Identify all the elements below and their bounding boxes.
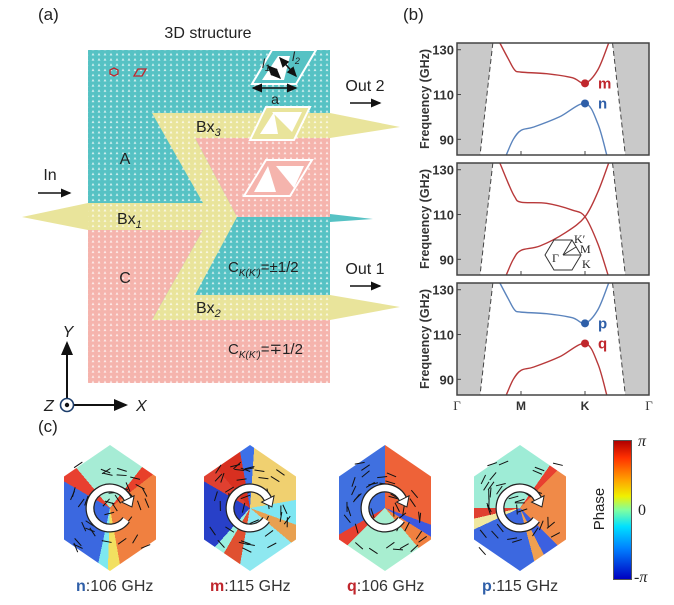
out2-label: Out 2 (345, 78, 384, 95)
region-c-label: C (119, 270, 131, 287)
input-label: In (43, 167, 56, 184)
axes-frame (456, 162, 650, 276)
mode-label-p: p (598, 315, 607, 332)
band-curve-1 (499, 282, 610, 325)
mode-caption-m: m:115 GHz (210, 578, 291, 595)
l1-label: l1 (262, 56, 270, 73)
band-curve-1 (499, 162, 609, 276)
light-line-left (479, 162, 494, 276)
light-cone-left (457, 283, 493, 395)
region-a-label: A (120, 151, 131, 168)
unit-cell-a: l1 l2 a (250, 49, 318, 107)
hexagon-marker-icon (109, 67, 119, 77)
y-tick-label: 90 (440, 132, 454, 147)
bz-m-label: M (580, 242, 591, 256)
light-line-right (612, 282, 626, 396)
y-axis-label: Frequency (GHz) (418, 289, 432, 389)
bx2-label: Bx2 (196, 300, 221, 320)
x-tick-label: Γ (645, 398, 653, 413)
y-tick-label: 90 (440, 252, 454, 267)
z-axis-label: Z (43, 398, 55, 415)
rhombus-marker-icon (132, 68, 148, 77)
spike-out1 (330, 295, 400, 320)
light-line-left (479, 282, 494, 396)
y-tick-label: 130 (432, 163, 454, 178)
y-tick-label: 90 (440, 372, 454, 387)
mode-label-q: q (598, 335, 607, 352)
mode-marker-n (581, 99, 589, 108)
colorbar-title: Phase (591, 488, 608, 531)
mode-label-n: n (598, 95, 607, 112)
x-axis-label: X (135, 398, 148, 415)
light-cone-left (457, 163, 493, 275)
coordinate-axes: Y X Z (43, 324, 148, 415)
x-tick-label: Γ (453, 398, 461, 413)
bz-k-label: K (582, 257, 591, 271)
y-tick-label: 110 (433, 208, 454, 223)
spike-out2 (330, 113, 400, 138)
spike-teal (330, 214, 373, 222)
band-curve-2 (505, 162, 610, 276)
y-tick-label: 130 (432, 283, 454, 298)
y-tick-label: 110 (433, 88, 454, 103)
brillouin-zone-inset: Γ K M K′ (544, 232, 591, 271)
panel-b-label: (b) (403, 5, 424, 24)
bz-kprime-label: K′ (574, 232, 586, 246)
lattice-pattern (88, 50, 330, 383)
y-tick-label: 130 (432, 43, 454, 58)
panel-a-label: (a) (38, 5, 59, 24)
structure: l1 l2 a (22, 49, 400, 383)
light-line-right (612, 162, 626, 276)
lattice-constant-label: a (271, 91, 279, 107)
light-cone-right (612, 283, 649, 395)
unit-cell-c (242, 159, 314, 197)
phase-colorbar (613, 440, 632, 580)
chern-upper-label: CK(K')=±1/2 (228, 259, 299, 279)
spike-left (22, 203, 88, 230)
bz-gamma-label: Γ (552, 251, 559, 265)
mode-marker-p (581, 319, 589, 328)
mode-caption-q: q:106 GHz (347, 578, 425, 595)
colorbar-min-label: -π (634, 569, 648, 586)
mode-marker-m (581, 79, 589, 88)
y-tick-label: 110 (433, 328, 454, 343)
bx3-label: Bx3 (196, 119, 222, 139)
light-line-right (612, 42, 626, 156)
light-cone-left (457, 43, 493, 155)
y-axis-label: Frequency (GHz) (418, 49, 432, 149)
y-axis-label: Y (63, 324, 75, 341)
x-tick-label: K (581, 399, 590, 413)
light-cone-right (612, 163, 649, 275)
out1-label: Out 1 (345, 261, 384, 278)
bx1-label: Bx1 (117, 211, 142, 231)
y-axis-label: Frequency (GHz) (418, 169, 432, 269)
axes-frame (456, 42, 650, 156)
mode-marker-q (581, 339, 589, 348)
light-cone-right (612, 43, 649, 155)
band-curve-2 (505, 342, 608, 396)
panel-a-title: 3D structure (164, 25, 251, 42)
axes-frame (456, 282, 650, 396)
band-curve-1 (499, 42, 610, 85)
light-line-left (479, 42, 494, 156)
l2-label: l2 (292, 49, 300, 66)
mode-caption-p: p:115 GHz (482, 578, 559, 595)
mode-caption-n: n:106 GHz (76, 578, 154, 595)
x-tick-label: M (516, 399, 526, 413)
panel-c-label: (c) (38, 417, 58, 436)
colorbar-mid-label: 0 (638, 502, 646, 519)
unit-cell-b (248, 106, 312, 141)
chern-lower-label: CK(K')=∓1/2 (228, 341, 303, 361)
colorbar-max-label: π (638, 433, 647, 450)
mode-label-m: m (598, 75, 611, 92)
band-curve-2 (505, 102, 608, 156)
